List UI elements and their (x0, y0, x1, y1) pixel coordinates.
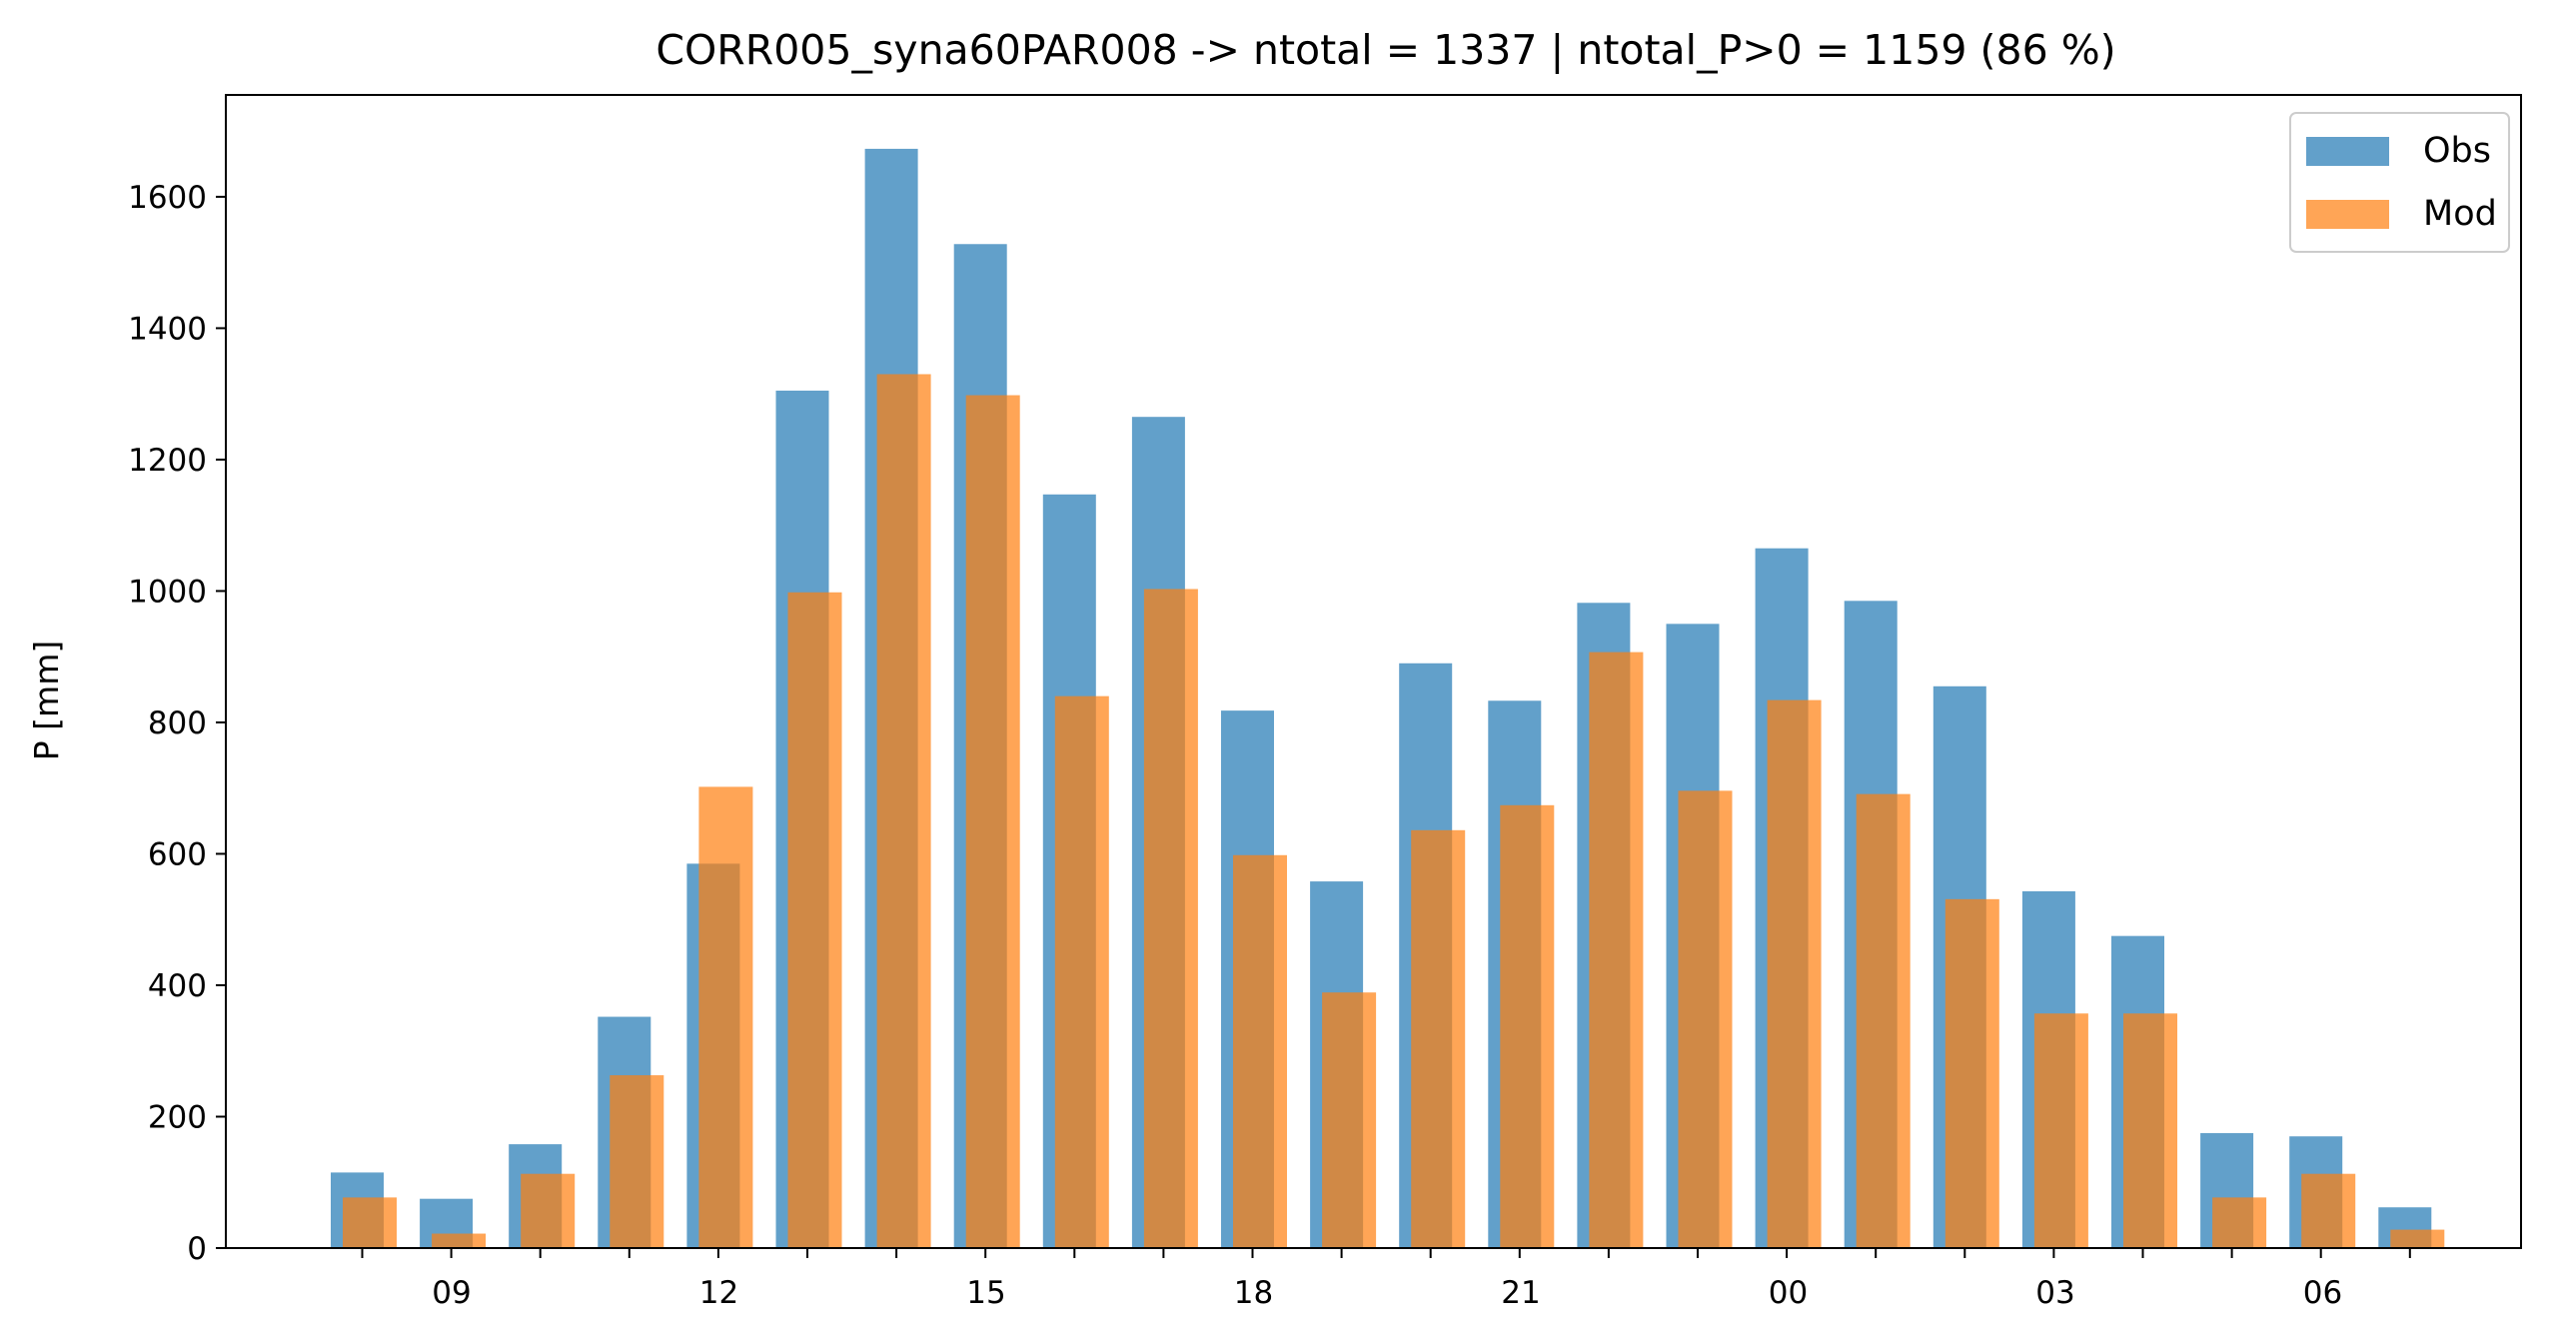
x-tick-label-18: 18 (1234, 1275, 1273, 1311)
bar-mod-12 (698, 786, 753, 1248)
bar-mod-11 (610, 1075, 664, 1248)
legend-label-mod: Mod (2423, 194, 2497, 234)
y-tick-label-1200: 1200 (128, 443, 207, 479)
bar-mod-10 (521, 1173, 576, 1248)
bar-mod-13 (787, 592, 842, 1248)
bar-mod-20 (1411, 829, 1466, 1248)
bar-mod-02 (1944, 898, 1999, 1248)
bar-mod-07 (2390, 1229, 2445, 1248)
bar-mod-00 (1767, 699, 1822, 1248)
y-tick-label-400: 400 (148, 968, 207, 1004)
chart-title: CORR005_syna60PAR008 -> ntotal = 1337 | … (655, 26, 2115, 74)
y-tick-label-1600: 1600 (128, 180, 207, 216)
bar-mod-15 (965, 395, 1020, 1249)
y-tick-label-0: 0 (187, 1231, 207, 1267)
bar-mod-05 (2212, 1197, 2267, 1248)
bar-mod-08 (343, 1197, 397, 1248)
y-tick-label-800: 800 (148, 705, 207, 741)
x-tick-label-15: 15 (966, 1275, 1005, 1311)
y-tick-label-200: 200 (148, 1099, 207, 1135)
bar-mod-17 (1143, 589, 1198, 1248)
bars-layer (331, 148, 2445, 1249)
y-tick-label-1000: 1000 (128, 574, 207, 610)
y-tick-label-600: 600 (148, 836, 207, 872)
axes-layer: 0 200 400 600 800 1000 1200 1400 1600 09 12 15 18 21 0… (128, 94, 2522, 1311)
x-tick-label-12: 12 (699, 1275, 738, 1311)
bar-mod-04 (2123, 1013, 2177, 1248)
bar-mod-22 (1589, 652, 1644, 1248)
bar-mod-01 (1856, 793, 1911, 1248)
x-tick-label-00: 00 (1769, 1275, 1808, 1311)
bar-mod-21 (1500, 804, 1555, 1248)
legend-label-obs: Obs (2423, 131, 2491, 171)
bar-mod-18 (1233, 854, 1287, 1248)
y-axis-label: P [mm] (27, 641, 66, 760)
plot-frame (225, 94, 2522, 1249)
bar-mod-03 (2033, 1013, 2088, 1248)
bar-mod-23 (1678, 790, 1733, 1248)
legend-swatch-obs (2306, 137, 2389, 166)
x-tick-label-06: 06 (2303, 1275, 2342, 1311)
x-tick-label-09: 09 (432, 1275, 471, 1311)
legend: Obs Mod (2289, 112, 2510, 253)
y-tick-label-1400: 1400 (128, 311, 207, 347)
bar-mod-16 (1054, 695, 1109, 1248)
x-tick-label-21: 21 (1501, 1275, 1540, 1311)
x-tick-label-03: 03 (2035, 1275, 2074, 1311)
bar-mod-09 (432, 1233, 487, 1248)
bar-mod-14 (876, 374, 931, 1248)
legend-swatch-mod (2306, 200, 2389, 229)
bar-mod-06 (2301, 1173, 2356, 1248)
bar-mod-19 (1322, 992, 1377, 1248)
